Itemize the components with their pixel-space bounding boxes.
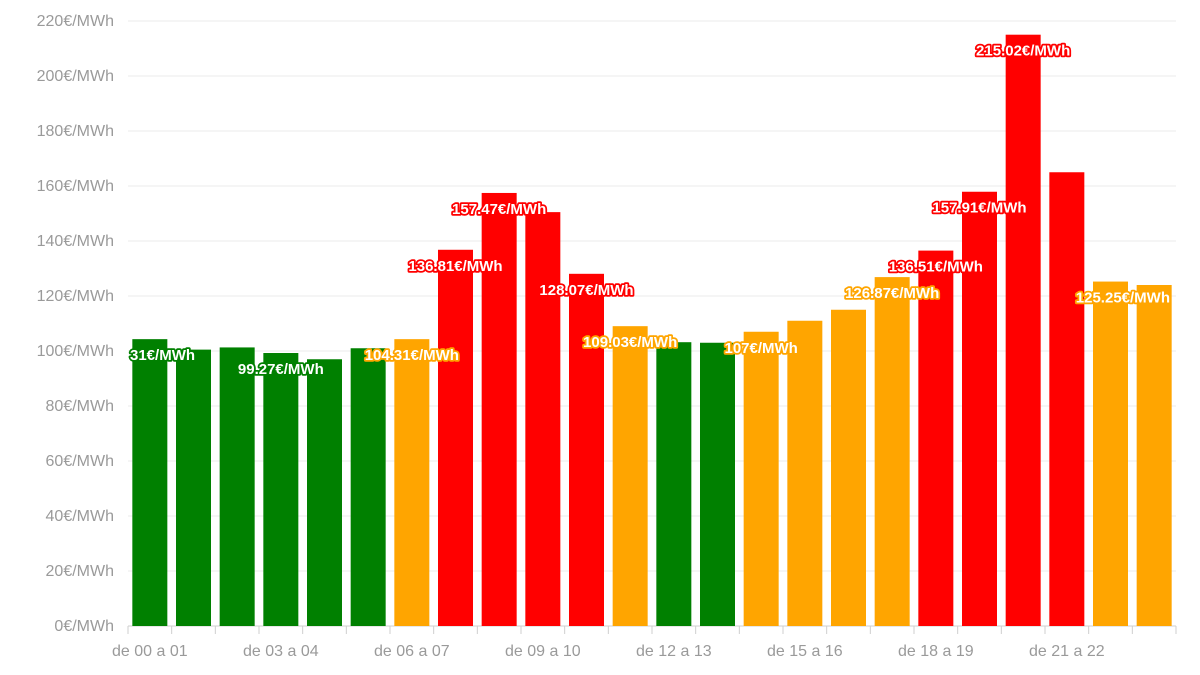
data-label: 157.91€/MWh <box>932 200 1026 217</box>
y-tick-label: 160€/MWh <box>37 178 114 195</box>
data-label: 157.47€/MWh <box>452 201 546 218</box>
y-tick-label: 80€/MWh <box>46 398 114 415</box>
x-tick-label: de 03 a 04 <box>243 643 319 660</box>
data-label: 99.27€/MWh <box>238 361 324 378</box>
bar <box>612 326 648 626</box>
data-label: 104.31€/MWh <box>365 347 459 364</box>
bar <box>219 347 255 626</box>
bar <box>525 212 561 626</box>
data-label: 109.03€/MWh <box>583 334 677 351</box>
data-label: 136.81€/MWh <box>408 258 502 275</box>
bar <box>787 320 823 626</box>
bar <box>918 250 954 626</box>
bar <box>481 192 517 626</box>
y-tick-label: 140€/MWh <box>37 233 114 250</box>
bar <box>962 191 997 626</box>
data-labels: 31€/MWh 99.27€/MWh 104.31€/MWh 136.81€/MWh 1… <box>128 41 1172 380</box>
x-axis: de 00 a 01 de 03 a 04 de 06 a 07 de 09 a 10… <box>112 626 1177 660</box>
bar <box>307 359 342 626</box>
bars <box>132 34 1172 626</box>
y-tick-label: 0€/MWh <box>54 618 114 635</box>
y-tick-label: 200€/MWh <box>37 68 114 85</box>
x-tick-label: de 06 a 07 <box>374 643 450 660</box>
x-tick-label: de 09 a 10 <box>505 643 581 660</box>
gridlines <box>128 20 1176 627</box>
data-label: 128.07€/MWh <box>539 282 633 299</box>
y-tick-label: 20€/MWh <box>46 563 114 580</box>
bar <box>438 249 473 626</box>
y-tick-label: 60€/MWh <box>46 453 114 470</box>
y-tick-label: 180€/MWh <box>37 123 114 140</box>
bar <box>394 339 430 626</box>
data-label: 215.02€/MWh <box>976 43 1070 60</box>
x-tick-label: de 12 a 13 <box>636 643 712 660</box>
bar <box>350 348 386 626</box>
bar <box>1136 285 1172 626</box>
bar <box>1005 34 1041 626</box>
bar <box>700 342 735 626</box>
y-tick-label: 120€/MWh <box>37 288 114 305</box>
data-label: 125.25€/MWh <box>1076 290 1170 307</box>
x-tick-label: de 21 a 22 <box>1029 643 1105 660</box>
data-label: 107€/MWh <box>724 340 797 357</box>
y-tick-label: 100€/MWh <box>37 343 114 360</box>
y-tick-label: 220€/MWh <box>37 13 114 30</box>
y-tick-label: 40€/MWh <box>46 508 114 525</box>
bar <box>743 331 779 626</box>
bar <box>1093 281 1128 626</box>
bar <box>831 309 866 626</box>
data-label: 31€/MWh <box>130 347 195 364</box>
x-tick-label: de 00 a 01 <box>112 643 188 660</box>
bar <box>874 277 910 626</box>
data-label: 136.51€/MWh <box>889 259 983 276</box>
bar <box>1049 172 1085 626</box>
x-tick-label: de 15 a 16 <box>767 643 843 660</box>
bar <box>656 342 692 626</box>
bar <box>132 339 168 626</box>
data-label: 126.87€/MWh <box>845 285 939 302</box>
x-tick-label: de 18 a 19 <box>898 643 974 660</box>
bar <box>569 273 604 626</box>
y-axis-tick-labels: 0€/MWh 20€/MWh 40€/MWh 60€/MWh 80€/MWh 100€/M… <box>37 13 114 635</box>
bar <box>263 353 299 626</box>
bar <box>176 349 211 626</box>
